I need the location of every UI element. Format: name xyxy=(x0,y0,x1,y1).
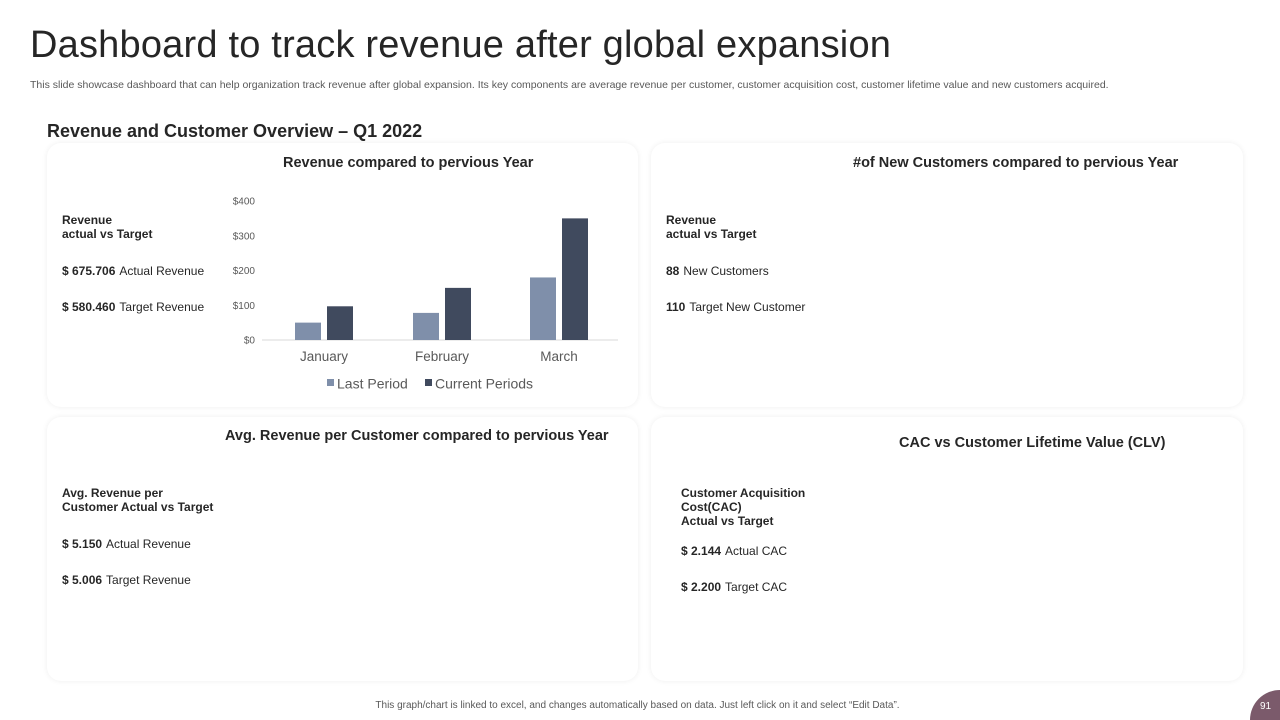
bar-last-period xyxy=(413,312,439,340)
kpi-label: Target CAC xyxy=(725,580,788,594)
kpi-value: 88 xyxy=(666,264,680,278)
y-tick-label: $0 xyxy=(244,336,256,347)
revenue-target-kpi: $ 580.460 Target Revenue xyxy=(62,300,204,314)
kpi-heading-line: actual vs Target xyxy=(62,227,153,241)
footer-note: This graph/chart is linked to excel, and… xyxy=(375,700,900,711)
bar-current-periods xyxy=(445,287,471,340)
legend-label: Last Period xyxy=(337,376,408,392)
kpi-heading-line: actual vs Target xyxy=(666,227,757,241)
new-customers-kpi-heading: Revenue actual vs Target xyxy=(666,213,756,241)
cac-actual-kpi: $ 2.144 Actual CAC xyxy=(681,544,787,558)
cac-clv-chart-title: CAC vs Customer Lifetime Value (CLV) xyxy=(899,435,1166,451)
kpi-label: Target Revenue xyxy=(119,300,205,314)
kpi-heading-line: Revenue xyxy=(62,213,113,227)
bar-last-period xyxy=(295,322,321,340)
y-tick-label: $100 xyxy=(233,301,256,312)
bar-current-periods xyxy=(562,218,588,340)
kpi-label: New Customers xyxy=(683,264,769,278)
cac-clv-card xyxy=(651,417,1243,681)
legend-label: Current Periods xyxy=(435,376,533,392)
avg-revenue-kpi-heading: Avg. Revenue per Customer Actual vs Targ… xyxy=(62,486,213,514)
kpi-value: 110 xyxy=(666,300,686,314)
slide-title: Dashboard to track revenue after global … xyxy=(30,24,892,66)
bar-current-periods xyxy=(327,306,353,340)
kpi-heading-line: Customer Actual vs Target xyxy=(62,500,214,514)
kpi-heading-line: Actual vs Target xyxy=(681,514,774,528)
kpi-heading-line: Cost(CAC) xyxy=(681,500,742,514)
cac-target-kpi: $ 2.200 Target CAC xyxy=(681,580,787,594)
kpi-value: $ 2.144 xyxy=(681,544,722,558)
bar-last-period xyxy=(530,277,556,340)
x-tick-label: February xyxy=(415,349,469,364)
kpi-label: Target Revenue xyxy=(106,573,191,587)
revenue-kpi-heading: Revenue actual vs Target xyxy=(62,213,152,241)
section-title: Revenue and Customer Overview – Q1 2022 xyxy=(47,121,423,141)
kpi-value: $ 675.706 xyxy=(62,264,116,278)
kpi-value: $ 5.150 xyxy=(62,537,103,551)
revenue-actual-kpi: $ 675.706 Actual Revenue xyxy=(62,264,204,278)
revenue-card xyxy=(47,143,638,407)
kpi-heading-line: Customer Acquisition xyxy=(681,486,806,500)
new-customers-card xyxy=(651,143,1243,407)
kpi-label: Target New Customer xyxy=(689,300,806,314)
new-customers-actual-kpi: 88 New Customers xyxy=(666,264,769,278)
revenue-chart-title: Revenue compared to pervious Year xyxy=(283,155,534,171)
x-tick-label: March xyxy=(540,349,578,364)
x-tick-label: January xyxy=(300,349,348,364)
y-tick-label: $200 xyxy=(233,266,256,277)
new-customers-target-kpi: 110 Target New Customer xyxy=(666,300,805,314)
avg-revenue-target-kpi: $ 5.006 Target Revenue xyxy=(62,573,191,587)
kpi-heading-line: Avg. Revenue per xyxy=(62,486,163,500)
new-customers-chart-title: #of New Customers compared to pervious Y… xyxy=(853,155,1179,171)
y-tick-label: $400 xyxy=(233,197,256,208)
kpi-value: $ 2.200 xyxy=(681,580,722,594)
cac-kpi-heading: Customer Acquisition Cost(CAC) Actual vs… xyxy=(681,486,805,528)
kpi-value: $ 5.006 xyxy=(62,573,103,587)
kpi-heading-line: Revenue xyxy=(666,213,717,227)
legend-swatch xyxy=(327,379,334,386)
kpi-label: Actual Revenue xyxy=(119,264,205,278)
kpi-value: $ 580.460 xyxy=(62,300,116,314)
y-tick-label: $300 xyxy=(233,231,256,242)
legend-swatch xyxy=(425,379,432,386)
slide-subtitle: This slide showcase dashboard that can h… xyxy=(30,79,1109,91)
avg-revenue-card xyxy=(47,417,638,681)
kpi-label: Actual Revenue xyxy=(106,537,191,551)
avg-revenue-chart-title: Avg. Revenue per Customer compared to pe… xyxy=(225,428,609,444)
avg-revenue-actual-kpi: $ 5.150 Actual Revenue xyxy=(62,537,191,551)
kpi-label: Actual CAC xyxy=(725,544,788,558)
